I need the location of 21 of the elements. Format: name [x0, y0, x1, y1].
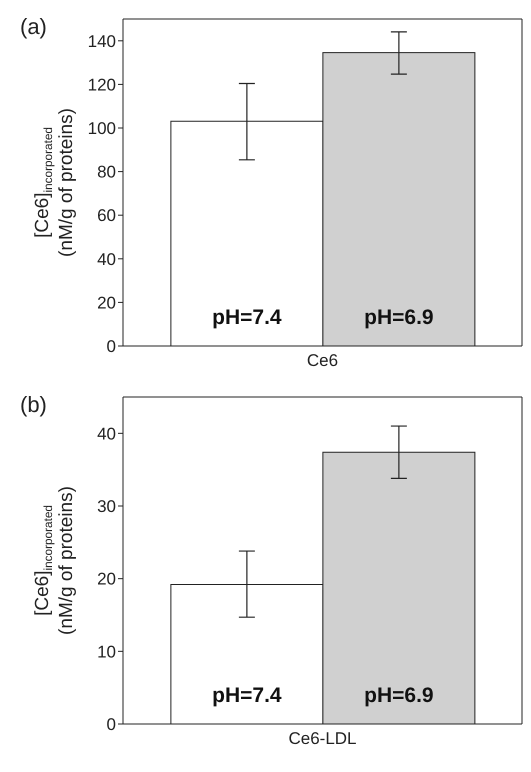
series-label: pH=7.4 [212, 684, 282, 707]
y-tick-label: 20 [97, 293, 116, 312]
y-tick-label: 0 [106, 337, 116, 356]
series-label: pH=7.4 [212, 306, 282, 329]
series-label: pH=6.9 [364, 306, 434, 329]
y-tick-label: 80 [97, 162, 116, 182]
y-tick-label: 40 [97, 250, 116, 269]
x-tick-label: Ce6 [306, 351, 338, 370]
x-tick-label: Ce6-LDL [288, 729, 357, 748]
y-tick-label: 10 [97, 642, 116, 662]
y-tick-label: 120 [88, 75, 116, 94]
y-tick-label: 60 [97, 206, 116, 226]
series-label: pH=6.9 [364, 684, 434, 707]
y-tick-label: 40 [97, 424, 116, 444]
chart-title: (b) [20, 392, 47, 418]
y-tick-label: 100 [88, 119, 116, 138]
y-tick-label: 30 [97, 497, 116, 516]
y-tick-label: 0 [106, 715, 116, 734]
chart-title: (a) [20, 14, 47, 40]
y-tick-label: 20 [97, 570, 116, 589]
y-tick-label: 140 [88, 32, 116, 51]
